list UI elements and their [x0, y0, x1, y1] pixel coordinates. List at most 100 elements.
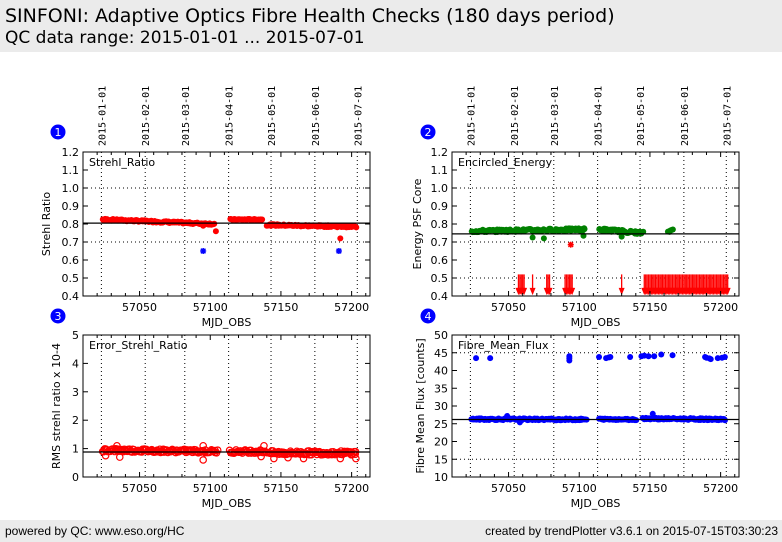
y-tick-label: 20: [434, 436, 448, 449]
flagged-point: [200, 248, 207, 254]
data-point: [669, 226, 676, 233]
y-tick-label: 25: [434, 418, 448, 431]
x-tick-label: 57100: [562, 482, 597, 495]
panel-number-badge: 1: [50, 124, 66, 140]
series-upper: [473, 351, 728, 364]
y-tick-label: 3: [72, 386, 79, 399]
data-point: [566, 353, 573, 360]
x-tick-label: 57050: [491, 301, 526, 314]
date-tick-label: 2015-02-01: [141, 86, 152, 146]
y-tick-label: 4: [72, 357, 79, 370]
data-point: [199, 441, 207, 450]
y-tick-label: 1.1: [62, 164, 80, 177]
y-tick-label: 0.9: [62, 200, 80, 213]
y-tick-label: 0.4: [431, 290, 449, 303]
plot-area: [452, 152, 739, 296]
y-tick-label: 40: [434, 365, 448, 378]
data-point: [516, 419, 523, 426]
panel-label: Error_Strehl_Ratio: [89, 339, 188, 352]
data-point: [669, 352, 676, 359]
data-point: [581, 226, 588, 233]
series-flagged: [567, 241, 574, 248]
data-point: [352, 454, 360, 463]
chart-panel-3: 57050 57100 57150 57200 0 1 2 3 4 5 Error_Strehl_R…: [50, 308, 371, 510]
y-tick-label: 0.6: [431, 254, 449, 267]
svg-text:1: 1: [55, 126, 62, 139]
x-axis-label: MJD_OBS: [571, 316, 621, 329]
y-tick-label: 35: [434, 382, 448, 395]
below-range-arrow: [529, 274, 536, 296]
date-tick-label: 2015-01-01: [466, 86, 477, 146]
y-axis-label: Strehl Ratio: [40, 192, 53, 256]
below-range-arrow: [618, 274, 625, 296]
x-tick-label: 57050: [122, 482, 157, 495]
date-tick-label: 2015-07-01: [353, 86, 364, 146]
y-tick-label: 1.1: [431, 164, 449, 177]
y-tick-label: 0.7: [62, 236, 80, 249]
y-tick-label: 0.4: [62, 290, 80, 303]
charts-canvas: 57050 57100 57150 57200 0.4 0.5 0.6 0.7 0.8 0.9 1.…: [40, 86, 740, 510]
panel-number-badge: 2: [420, 124, 436, 140]
data-point: [658, 351, 665, 358]
page-title: SINFONI: Adaptive Optics Fibre Health Ch…: [5, 5, 615, 27]
svg-text:2: 2: [425, 126, 432, 139]
series-outliers: [200, 222, 344, 242]
x-tick-label: 57100: [193, 482, 228, 495]
data-point: [596, 354, 603, 361]
date-tick-label: 2015-07-01: [722, 86, 733, 146]
x-tick-label: 57200: [334, 482, 369, 495]
y-tick-label: 1.2: [62, 146, 80, 159]
powered-by-text: powered by QC: www.eso.org/HC: [5, 524, 185, 538]
y-tick-label: 1.0: [431, 182, 449, 195]
report-footer: powered by QC: www.eso.org/HC created by…: [0, 520, 782, 542]
y-tick-label: 0.7: [431, 236, 449, 249]
panel-label: Strehl_Ratio: [89, 156, 155, 169]
panel-number-badge: 4: [420, 308, 436, 324]
y-tick-label: 2: [72, 414, 79, 427]
data-point: [270, 454, 278, 463]
data-range-subtitle: QC data range: 2015-01-01 ... 2015-07-01: [5, 28, 365, 48]
y-axis-label: RMS strehl ratio x 10-4: [50, 343, 63, 469]
x-axis-label: MJD_OBS: [202, 497, 252, 510]
data-point: [200, 222, 207, 229]
flagged-point: [335, 248, 342, 254]
panel-label: Fibre_Mean_Flux: [458, 339, 549, 352]
data-point: [199, 456, 207, 464]
data-point: [337, 235, 344, 242]
series-below-range: [515, 274, 731, 296]
y-tick-label: 15: [434, 453, 448, 466]
x-axis-label: MJD_OBS: [571, 497, 621, 510]
y-axis-label: Fibre Mean Flux [counts]: [414, 338, 427, 473]
plot-frame: [82, 334, 371, 478]
y-tick-label: 30: [434, 400, 448, 413]
date-tick-label: 2015-05-01: [636, 86, 647, 146]
data-point: [649, 410, 656, 417]
data-point: [707, 356, 714, 363]
data-point: [627, 354, 634, 361]
data-point: [473, 355, 480, 362]
y-tick-label: 1.0: [62, 182, 80, 195]
plot-area: [452, 335, 739, 477]
x-tick-label: 57150: [263, 482, 298, 495]
series-outliers: [101, 441, 360, 464]
y-tick-label: 0.8: [431, 218, 449, 231]
data-point: [257, 452, 265, 461]
data-point: [113, 441, 121, 450]
flagged-point: [567, 241, 574, 248]
date-tick-label: 2015-01-01: [97, 86, 108, 146]
x-tick-label: 57200: [703, 301, 738, 314]
date-tick-label: 2015-03-01: [550, 86, 561, 146]
report-header: SINFONI: Adaptive Optics Fibre Health Ch…: [0, 0, 782, 52]
date-tick-label: 2015-03-01: [181, 86, 192, 146]
data-point: [721, 354, 728, 361]
data-point: [633, 417, 640, 424]
y-tick-label: 0.8: [62, 218, 80, 231]
data-point: [504, 412, 511, 419]
date-tick-label: 2015-06-01: [311, 86, 322, 146]
panel-number-badge: 3: [50, 308, 66, 324]
below-range-arrow: [546, 274, 553, 296]
below-range-arrow: [724, 274, 731, 296]
series-flagged: [200, 248, 342, 254]
data-point: [259, 216, 266, 223]
x-tick-label: 57150: [263, 301, 298, 314]
